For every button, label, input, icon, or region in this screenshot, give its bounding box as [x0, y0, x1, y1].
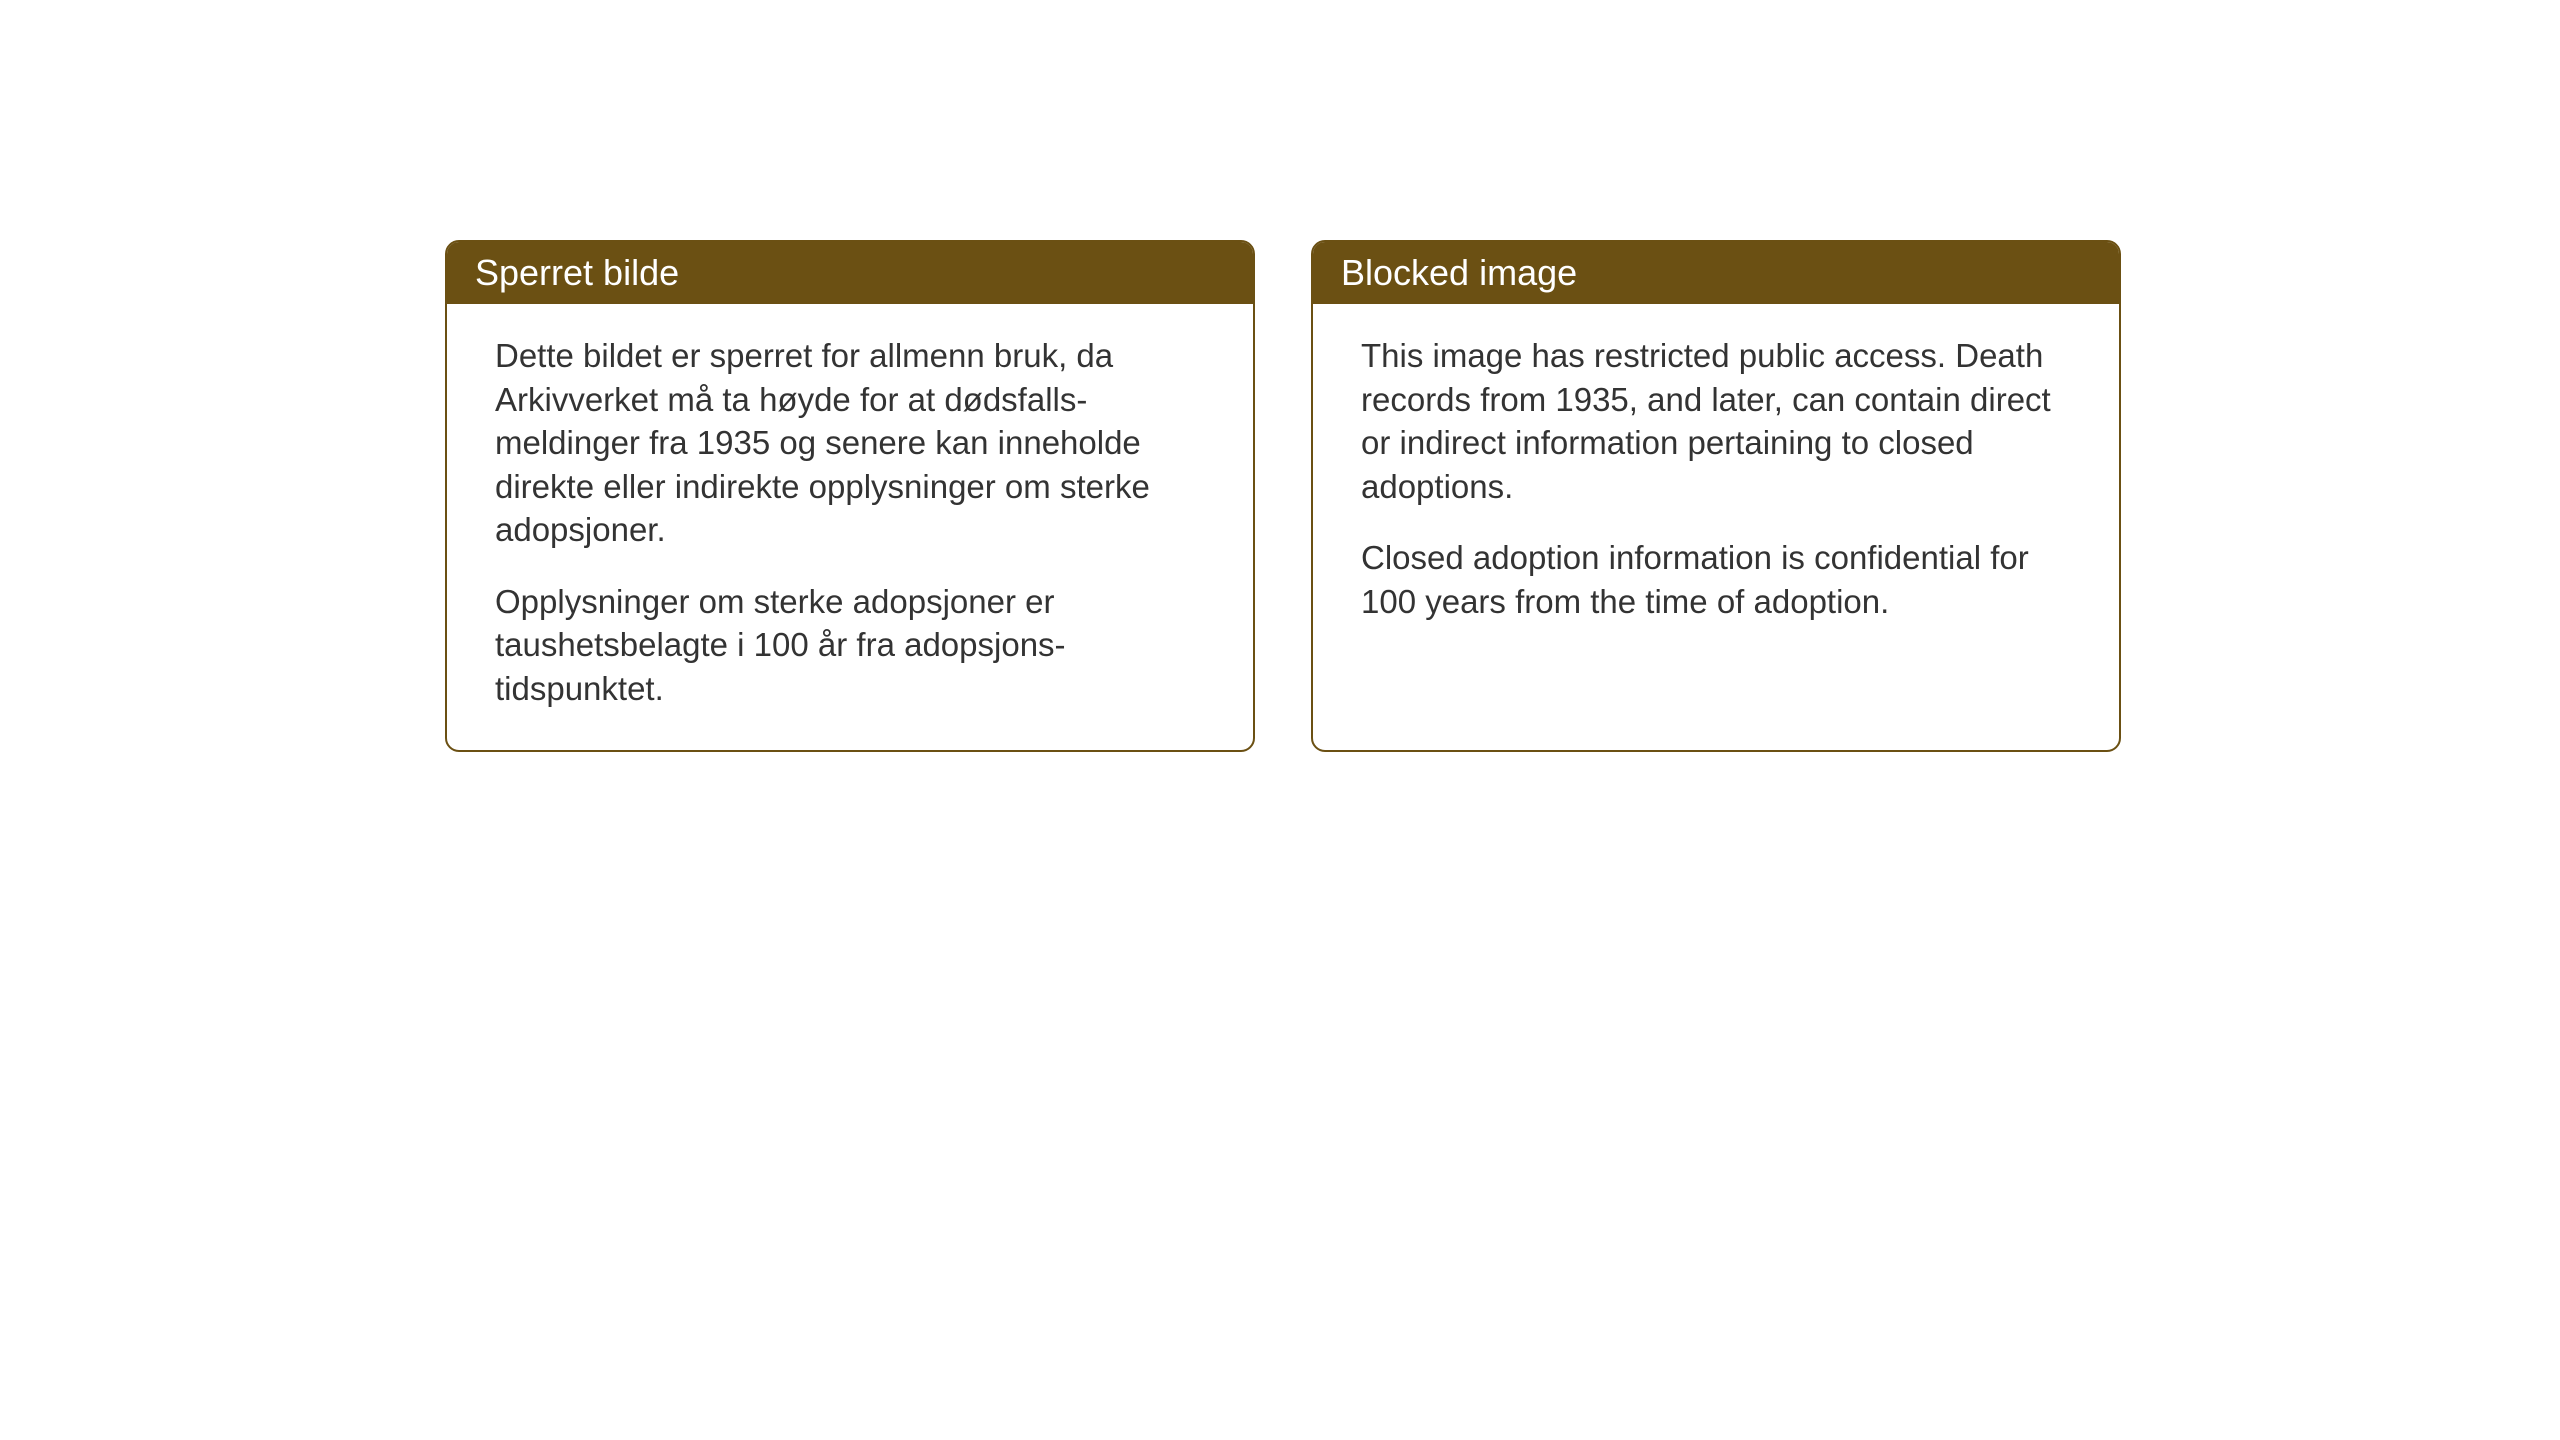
card-english: Blocked image This image has restricted … [1311, 240, 2121, 752]
card-paragraph-norwegian-1: Dette bildet er sperret for allmenn bruk… [495, 334, 1205, 552]
card-norwegian: Sperret bilde Dette bildet er sperret fo… [445, 240, 1255, 752]
card-paragraph-norwegian-2: Opplysninger om sterke adopsjoner er tau… [495, 580, 1205, 711]
card-paragraph-english-1: This image has restricted public access.… [1361, 334, 2071, 508]
card-header-norwegian: Sperret bilde [447, 242, 1253, 304]
card-paragraph-english-2: Closed adoption information is confident… [1361, 536, 2071, 623]
card-title-norwegian: Sperret bilde [475, 252, 679, 293]
card-body-norwegian: Dette bildet er sperret for allmenn bruk… [447, 304, 1253, 750]
card-header-english: Blocked image [1313, 242, 2119, 304]
cards-container: Sperret bilde Dette bildet er sperret fo… [445, 240, 2121, 752]
card-title-english: Blocked image [1341, 252, 1577, 293]
card-body-english: This image has restricted public access.… [1313, 304, 2119, 663]
